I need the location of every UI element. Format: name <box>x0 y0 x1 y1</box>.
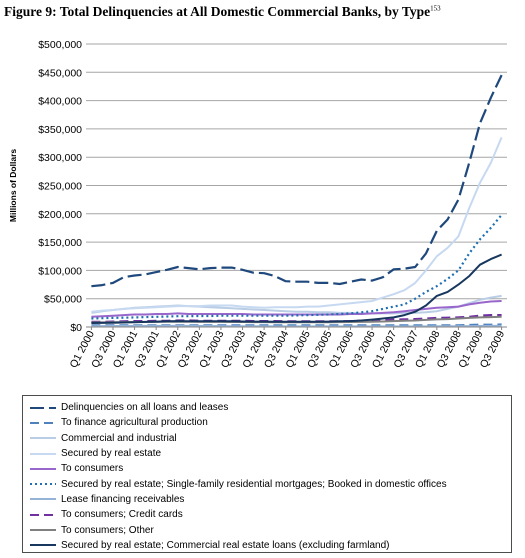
series-line-2 <box>91 323 502 327</box>
series-line-4 <box>91 137 503 313</box>
gridlines <box>86 43 507 328</box>
series-line-1 <box>91 74 503 288</box>
line-chart: $0 $50,000 $100,000 $150,000 $200,000 $250,00… <box>8 39 507 370</box>
legend-item: Lease financing receivables <box>29 492 511 507</box>
footnote-marker: 153 <box>430 4 441 13</box>
legend-item: Secured by real estate; Single-family re… <box>29 476 511 491</box>
legend-label: To finance agricultural production <box>61 417 208 429</box>
y-tick-label: $250,000 <box>38 181 82 193</box>
series-line-10 <box>91 253 502 324</box>
series-line-7 <box>91 324 502 328</box>
y-tick-label: $500,000 <box>38 39 82 51</box>
chart-title: Figure 9: Total Delinquencies at All Dom… <box>4 4 441 20</box>
legend-label: Secured by real estate; Commercial real … <box>61 539 390 551</box>
legend-item: Secured by real estate <box>29 446 511 461</box>
y-tick-label: $300,000 <box>38 152 82 164</box>
legend-label: Secured by real estate <box>61 448 162 460</box>
y-tick-label: $350,000 <box>38 124 82 136</box>
legend-swatch <box>30 498 56 501</box>
y-tick-label: $200,000 <box>38 209 82 221</box>
legend-label: To consumers <box>61 463 124 475</box>
legend-item: To consumers <box>29 461 511 476</box>
series-lines <box>91 74 503 328</box>
legend-label: Delinquencies on all loans and leases <box>61 402 229 414</box>
legend-swatch <box>30 437 56 440</box>
series-line-6 <box>91 214 503 320</box>
y-tick-label: $450,000 <box>38 67 82 79</box>
legend-label: Commercial and industrial <box>61 432 177 444</box>
y-axis-label: Millions of Dollars <box>8 149 18 222</box>
legend-item: Delinquencies on all loans and leases <box>29 400 511 415</box>
legend-item: To consumers; Other <box>29 522 511 537</box>
y-tick-label: $150,000 <box>38 237 82 249</box>
y-tick-label: $50,000 <box>44 294 82 306</box>
legend-item: To finance agricultural production <box>29 415 511 430</box>
legend-label: Secured by real estate; Single-family re… <box>61 478 447 490</box>
legend-swatch <box>30 406 56 409</box>
legend-item: Secured by real estate; Commercial real … <box>29 538 511 553</box>
legend-swatch <box>30 513 56 516</box>
legend-swatch <box>30 483 56 486</box>
legend-swatch <box>30 529 56 532</box>
legend-swatch <box>30 452 56 455</box>
y-axis-ticks: $0 $50,000 $100,000 $150,000 $200,000 $250,00… <box>38 39 82 334</box>
series-line-8 <box>91 314 502 323</box>
legend-item: Commercial and industrial <box>29 431 511 446</box>
legend-swatch <box>30 421 56 424</box>
y-tick-label: $400,000 <box>38 96 82 108</box>
legend-label: To consumers; Credit cards <box>61 509 183 521</box>
y-tick-label: $0 <box>70 322 82 334</box>
chart-title-text: Figure 9: Total Delinquencies at All Dom… <box>4 4 431 19</box>
legend-item: To consumers; Credit cards <box>29 507 511 522</box>
y-tick-label: $100,000 <box>38 265 82 277</box>
legend-label: To consumers; Other <box>61 524 154 536</box>
legend-swatch <box>30 467 56 470</box>
chart-legend: Delinquencies on all loans and leases To … <box>22 395 512 553</box>
legend-swatch <box>30 544 56 547</box>
legend-label: Lease financing receivables <box>61 493 185 505</box>
